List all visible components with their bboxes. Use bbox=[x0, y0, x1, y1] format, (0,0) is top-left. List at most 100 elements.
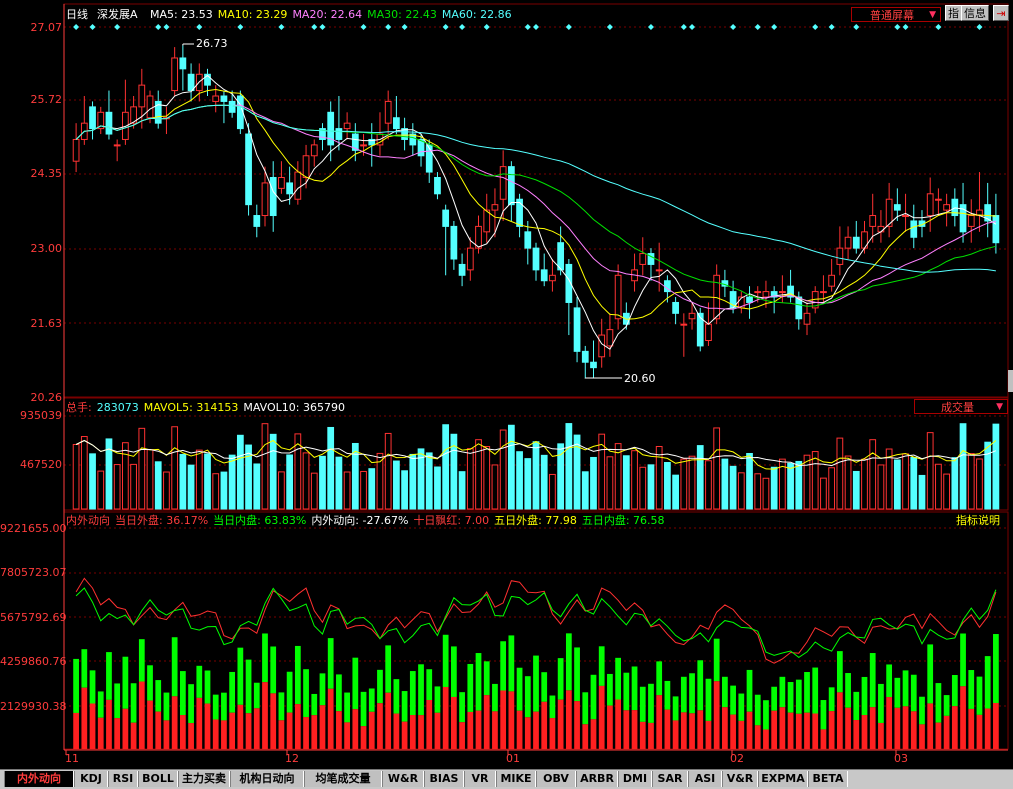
tab-13[interactable]: DMI bbox=[618, 771, 652, 787]
flow-bar-outer bbox=[656, 695, 663, 749]
x-tick: 03 bbox=[894, 752, 908, 765]
candle-body bbox=[327, 111, 335, 146]
candle-body bbox=[614, 274, 622, 320]
flow-bar-inner bbox=[500, 641, 507, 691]
tab-8[interactable]: BIAS bbox=[424, 771, 464, 787]
flow-bar-inner bbox=[147, 665, 153, 701]
index-button[interactable]: 指 bbox=[945, 5, 962, 21]
candle-body bbox=[228, 100, 236, 113]
flow-bar-outer bbox=[968, 708, 975, 749]
flow-bar-inner bbox=[927, 644, 934, 704]
volume-bar bbox=[450, 433, 458, 510]
flow-bar-inner bbox=[442, 634, 449, 687]
tab-5[interactable]: 机构日动向 bbox=[230, 771, 304, 787]
candle-body bbox=[885, 198, 893, 227]
tab-15[interactable]: ASI bbox=[688, 771, 722, 787]
flow-bar-outer bbox=[508, 691, 515, 749]
tab-12[interactable]: ARBR bbox=[576, 771, 618, 787]
legend-item: 总手: bbox=[66, 401, 92, 414]
event-marker bbox=[606, 24, 613, 30]
event-marker bbox=[935, 24, 942, 30]
flow-bar-inner bbox=[993, 634, 999, 704]
screen-mode-select[interactable]: 普通屏幕 ▼ bbox=[851, 7, 941, 22]
flow-bar-outer bbox=[319, 705, 326, 749]
volume-bar bbox=[729, 465, 737, 510]
chevron-down-icon: ▼ bbox=[996, 402, 1003, 412]
candle-body bbox=[565, 263, 573, 303]
volume-indicator-select[interactable]: 成交量 ▼ bbox=[914, 399, 1008, 414]
candle-body bbox=[171, 57, 179, 92]
flow-bar-outer bbox=[147, 700, 153, 749]
flow-bar-inner bbox=[179, 671, 186, 716]
flow-bar-outer bbox=[960, 686, 966, 749]
event-marker bbox=[459, 24, 466, 30]
legend-item: MA5: 23.53 bbox=[150, 8, 213, 21]
flow-bar-inner bbox=[623, 672, 630, 711]
volume-bar bbox=[549, 473, 556, 510]
flow-bar-outer bbox=[705, 720, 712, 749]
candle-body bbox=[688, 312, 696, 320]
event-marker bbox=[565, 24, 572, 30]
flow-bar-outer bbox=[237, 704, 244, 749]
flow-bar-inner bbox=[319, 673, 326, 706]
volume-bar bbox=[360, 470, 367, 510]
flow-bar-inner bbox=[451, 646, 457, 697]
candle-body bbox=[97, 111, 105, 130]
flow-bar-outer bbox=[409, 715, 416, 749]
volume-bar bbox=[877, 464, 885, 510]
volume-bar bbox=[647, 464, 655, 510]
candle-body bbox=[278, 176, 285, 189]
tab-14[interactable]: SAR bbox=[652, 771, 688, 787]
tab-11[interactable]: OBV bbox=[536, 771, 576, 787]
tab-10[interactable]: MIKE bbox=[496, 771, 536, 787]
flow-bar-inner bbox=[294, 645, 301, 705]
flow-bar-outer bbox=[812, 713, 819, 749]
candle-body bbox=[705, 323, 712, 341]
tab-17[interactable]: EXPMA bbox=[758, 771, 808, 787]
ma5-line bbox=[75, 74, 997, 350]
flow-bar-inner bbox=[524, 676, 531, 718]
volume-bar bbox=[228, 454, 236, 510]
volume-bar bbox=[401, 470, 408, 510]
volume-bar bbox=[154, 461, 162, 510]
tab-1[interactable]: KDJ bbox=[74, 771, 108, 787]
tab-18[interactable]: BETA bbox=[808, 771, 848, 787]
legend-item: 当日外盘: 36.17% bbox=[115, 514, 209, 527]
exit-icon[interactable]: ⇥ bbox=[993, 5, 1009, 21]
indicator-help-link[interactable]: 指标说明 bbox=[956, 514, 1000, 527]
screen-mode-label: 普通屏幕 bbox=[870, 9, 914, 22]
candle-body bbox=[179, 57, 187, 70]
flow-bar-inner bbox=[204, 670, 211, 704]
tab-4[interactable]: 主力买卖 bbox=[178, 771, 230, 787]
volume-bar bbox=[80, 436, 88, 510]
candle-body bbox=[466, 247, 474, 271]
volume-bar bbox=[97, 470, 105, 510]
flow-bar-inner bbox=[680, 676, 687, 713]
flow-bar-outer bbox=[89, 703, 96, 749]
flow-bar-outer bbox=[360, 726, 367, 749]
tab-2[interactable]: RSI bbox=[108, 771, 138, 787]
tab-0[interactable]: 内外动向 bbox=[4, 771, 74, 787]
tab-16[interactable]: V&R bbox=[722, 771, 758, 787]
flow-bar-outer bbox=[245, 713, 252, 749]
tab-9[interactable]: VR bbox=[464, 771, 496, 787]
tab-3[interactable]: BOLL bbox=[138, 771, 178, 787]
tab-6[interactable]: 均笔成交量 bbox=[304, 771, 382, 787]
event-marker bbox=[894, 24, 901, 30]
candle-body bbox=[187, 73, 195, 92]
flow-bar-outer bbox=[401, 721, 408, 749]
flow-bar-outer bbox=[418, 715, 424, 749]
mavol10-line bbox=[75, 439, 997, 467]
flow-bar-outer bbox=[303, 717, 309, 749]
tab-7[interactable]: W&R bbox=[382, 771, 424, 787]
flow-bar-inner bbox=[270, 646, 277, 694]
flow-bar-outer bbox=[886, 697, 893, 749]
info-button[interactable]: 信息 bbox=[961, 5, 989, 21]
flow-bar-inner bbox=[97, 691, 104, 718]
candle-body bbox=[319, 128, 326, 140]
volume-bar bbox=[286, 454, 294, 510]
candle-body bbox=[253, 215, 261, 227]
candle-body bbox=[910, 220, 918, 238]
volume-bar bbox=[130, 463, 137, 510]
